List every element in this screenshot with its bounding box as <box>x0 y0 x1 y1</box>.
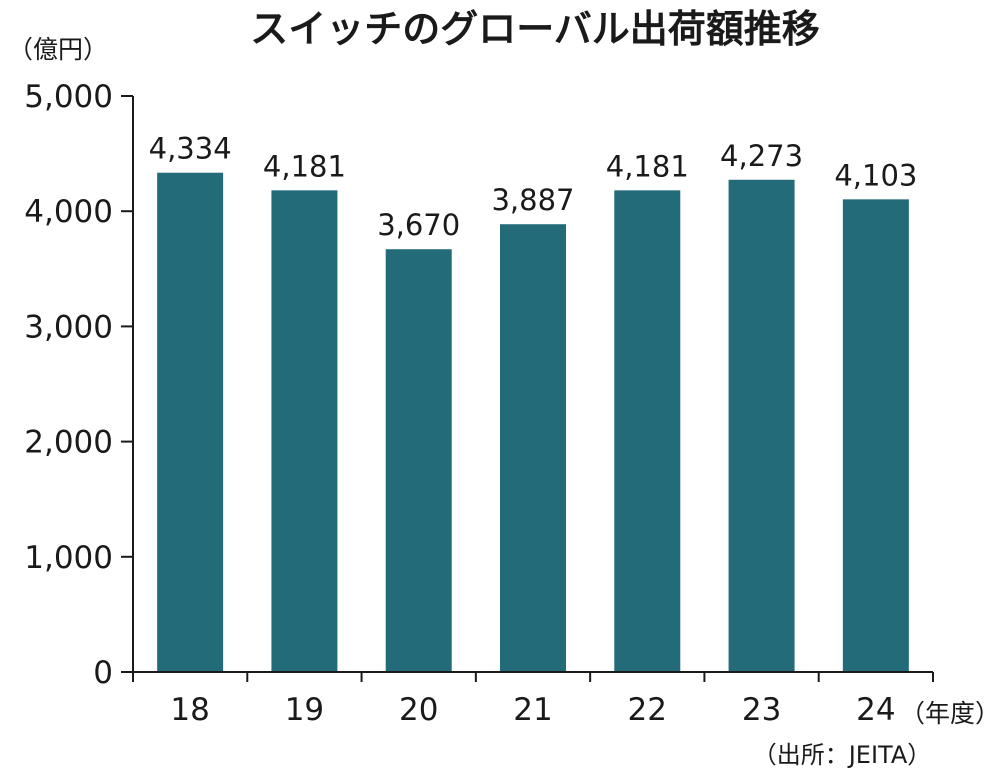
y-tick-label: 3,000 <box>24 309 113 345</box>
bar <box>842 199 909 672</box>
source-label: （出所：JEITA） <box>753 741 932 769</box>
plot-area: 4,334 4,181 3,670 3,887 4,181 4,273 4,103 0 1,00… <box>24 79 934 728</box>
y-tick-label: 4,000 <box>24 194 113 230</box>
data-label: 4,181 <box>606 149 689 183</box>
x-tick-label: 24 <box>856 692 895 728</box>
x-tick-label: 23 <box>742 692 781 728</box>
x-tick-label: 20 <box>399 692 438 728</box>
x-tick-label: 21 <box>513 692 552 728</box>
bar <box>271 190 338 672</box>
x-tick-label: 19 <box>285 692 324 728</box>
data-label: 4,334 <box>149 132 232 166</box>
y-tick-label: 1,000 <box>24 540 113 576</box>
y-tick-label: 2,000 <box>24 425 113 461</box>
bar <box>500 224 566 673</box>
y-axis-unit-label: （億円） <box>8 35 108 64</box>
bar <box>385 249 452 672</box>
bar <box>157 172 224 672</box>
data-label: 3,887 <box>491 183 574 217</box>
data-label: 4,273 <box>720 139 803 173</box>
x-tick-label: 22 <box>628 692 667 728</box>
data-label: 4,103 <box>834 158 917 192</box>
bar <box>614 190 681 672</box>
chart-title: スイッチのグローバル出荷額推移 <box>250 7 820 51</box>
data-label: 3,670 <box>377 208 460 242</box>
y-tick-label: 0 <box>93 655 113 691</box>
data-label: 4,181 <box>263 149 346 183</box>
y-tick-label: 5,000 <box>24 79 113 115</box>
bar <box>728 179 795 672</box>
x-axis-unit-label: （年度） <box>900 699 1000 728</box>
x-tick-label: 18 <box>170 692 209 728</box>
